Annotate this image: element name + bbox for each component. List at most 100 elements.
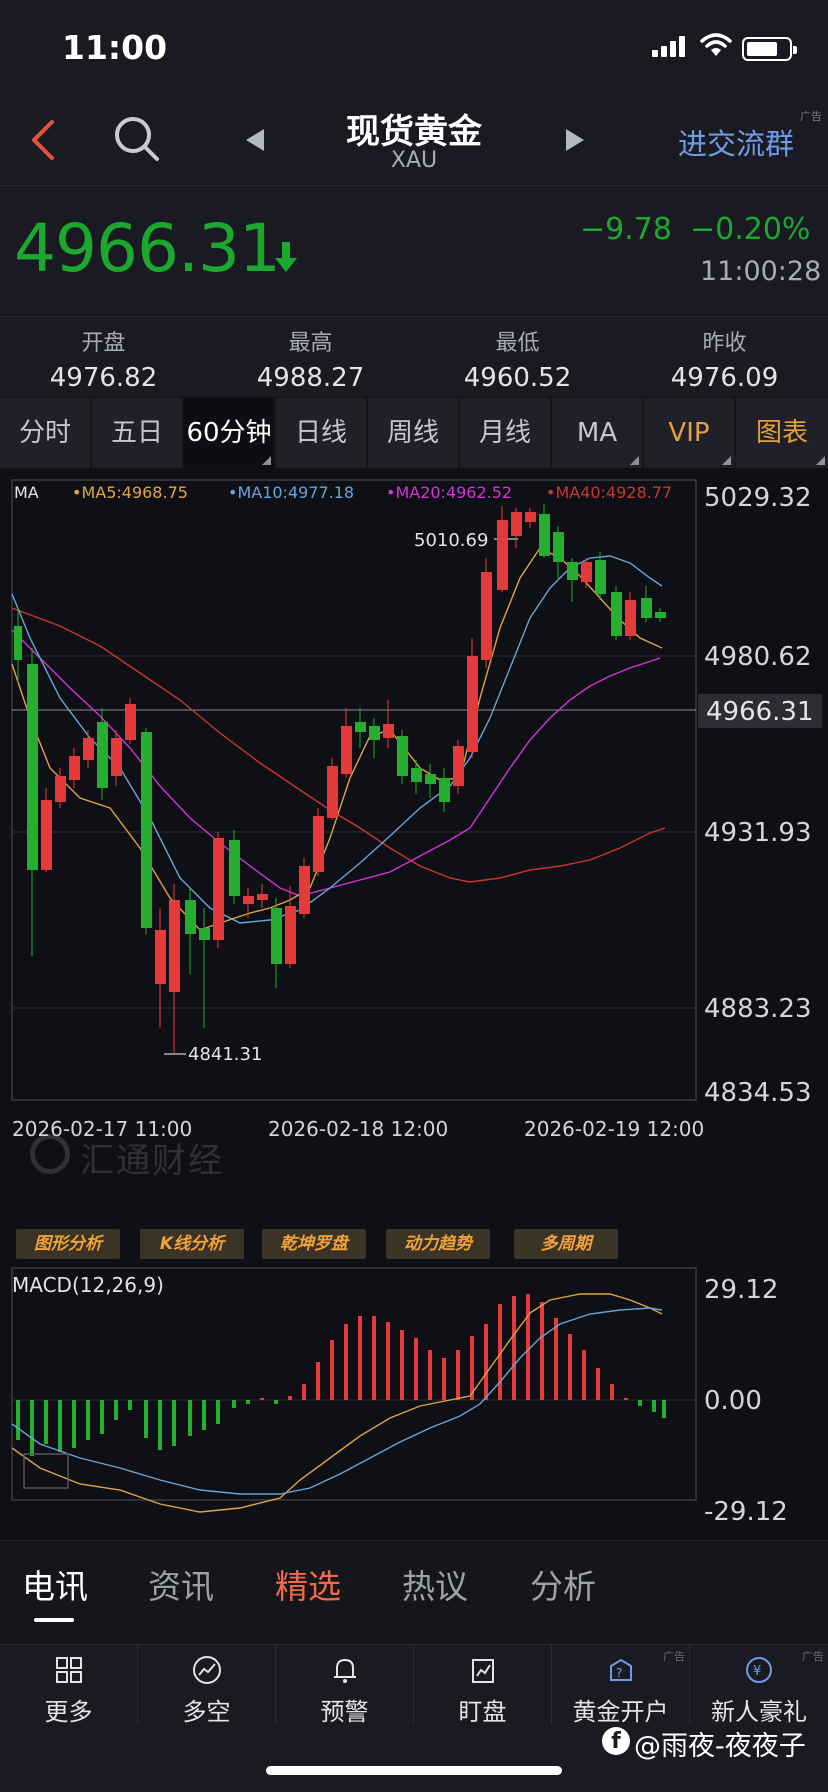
y-tick: 4980.62 [704,642,812,672]
gold-account-icon: ? [609,1658,632,1681]
chart-watermark: 汇通财经 [80,1141,224,1181]
news-tab-discussion[interactable]: 热议 [402,1567,468,1606]
nav-label: 黄金开户 [572,1698,669,1726]
news-tab-featured[interactable]: 精选 [275,1567,341,1606]
candle-body [383,724,394,738]
search-icon[interactable] [112,114,162,164]
back-icon[interactable] [28,118,58,162]
nav-label: 多空 [182,1698,231,1726]
news-tab-analysis[interactable]: 分析 [530,1567,596,1606]
status-bar [0,0,828,96]
price-change: −9.78 [580,212,672,247]
candle-body [257,894,268,900]
nav-watch[interactable]: 盯盘 [414,1644,552,1726]
candle-body [69,756,80,780]
candle-body [481,572,492,660]
macd-y-tick: 29.12 [704,1275,778,1305]
x-tick: 2026-02-18 12:00 [268,1117,448,1141]
nav-new-user-gift[interactable]: ¥ 广告 新人豪礼 [690,1644,828,1726]
candle-body [155,930,166,984]
ohlc-value: 4976.82 [49,363,158,393]
candle-body [185,900,196,934]
ohlc-label: 昨收 [702,331,747,356]
tool-pattern-analysis[interactable]: 图形分析 [16,1229,120,1259]
watermark-credit: @雨夜-夜夜子 [634,1731,806,1762]
ohlc-prev-close: 昨收 4976.09 [621,325,828,393]
ma10-line [11,555,663,924]
ohlc-label: 最低 [495,331,540,356]
current-price-label: 4966.31 [706,697,814,727]
facebook-icon: f [602,1727,630,1755]
tool-kline-analysis[interactable]: K线分析 [140,1229,244,1259]
candle-body [41,800,52,870]
nav-alert[interactable]: 预警 [276,1644,414,1726]
ad-tag: 广告 [663,1650,685,1663]
tab-label: 图表 [755,418,808,448]
macd-dif-line [11,1293,663,1513]
ohlc-value: 4988.27 [256,363,365,393]
tab-60min[interactable]: 60分钟 [184,398,276,468]
fullscreen-icon[interactable] [23,1453,69,1489]
next-symbol-icon[interactable] [566,129,584,151]
tab-five-day[interactable]: 五日 [92,398,184,468]
wifi-icon [700,33,732,56]
candle-body [125,704,136,740]
macd-title: MACD(12,26,9) [12,1273,164,1297]
ohlc-value: 4976.09 [670,363,779,393]
candle-body [229,840,240,896]
nav-label: 盯盘 [458,1698,507,1726]
active-tab-indicator [34,1618,74,1622]
tab-vip[interactable]: VIP [644,398,736,468]
tab-chart-options[interactable]: 图表 [736,398,828,468]
tab-minute[interactable]: 分时 [0,398,92,468]
tool-qiankun-compass[interactable]: 乾坤罗盘 [262,1229,366,1259]
y-tick: 5029.32 [704,483,812,513]
macd-histogram [16,1294,666,1456]
tab-label: VIP [668,418,710,448]
watch-chart-icon [471,1659,494,1683]
indicator-name: MA [14,483,39,502]
tab-daily[interactable]: 日线 [276,398,368,468]
home-indicator[interactable] [266,1766,562,1775]
news-tab-telegraph[interactable]: 电讯 [22,1567,88,1606]
candle-body [199,928,210,940]
candle-body [567,562,578,580]
nav-gold-account[interactable]: ? 广告 黄金开户 [552,1644,690,1726]
tab-monthly[interactable]: 月线 [460,398,552,468]
ohlc-open: 开盘 4976.82 [0,325,207,393]
candle-body [411,768,422,782]
candle-body [141,732,152,928]
tool-multi-period[interactable]: 多周期 [514,1229,618,1259]
price-chart[interactable]: MA •MA5:4968.75 •MA10:4977.18 •MA20:4962… [0,468,828,1540]
candle-body [453,746,464,786]
tool-momentum-trend[interactable]: 动力趋势 [386,1229,490,1259]
prev-symbol-icon[interactable] [246,129,264,151]
tab-weekly[interactable]: 周线 [368,398,460,468]
quote-panel [0,186,828,314]
candle-body [111,738,122,776]
candle-body [525,512,536,522]
news-tabs [0,1540,828,1644]
legend-ma5: •MA5:4968.75 [72,483,188,502]
join-group-link[interactable]: 进交流群 [678,127,795,161]
tab-ma[interactable]: MA [552,398,644,468]
low-marker: 4841.31 [188,1044,262,1065]
candlesticks [14,504,666,1054]
watermark-logo-icon [30,1134,70,1174]
ad-tag: 广告 [800,110,822,123]
candle-body [327,766,338,818]
trend-icon [192,1656,221,1684]
legend-ma40: •MA40:4928.77 [546,483,672,502]
candle-body [641,598,652,618]
nav-long-short[interactable]: 多空 [138,1644,276,1726]
candle-body [271,908,282,964]
nav-label: 更多 [44,1698,93,1726]
candle-body [299,866,310,914]
x-tick: 2026-02-19 12:00 [524,1117,704,1141]
nav-more[interactable]: 更多 [0,1644,138,1726]
ohlc-panel: 开盘 4976.82 最高 4988.27 最低 4960.52 昨收 4976… [0,316,828,396]
news-tab-info[interactable]: 资讯 [148,1567,214,1606]
nav-label: 预警 [320,1698,369,1726]
price-change-pct: −0.20% [690,212,811,247]
macd-dea-line [11,1307,663,1495]
